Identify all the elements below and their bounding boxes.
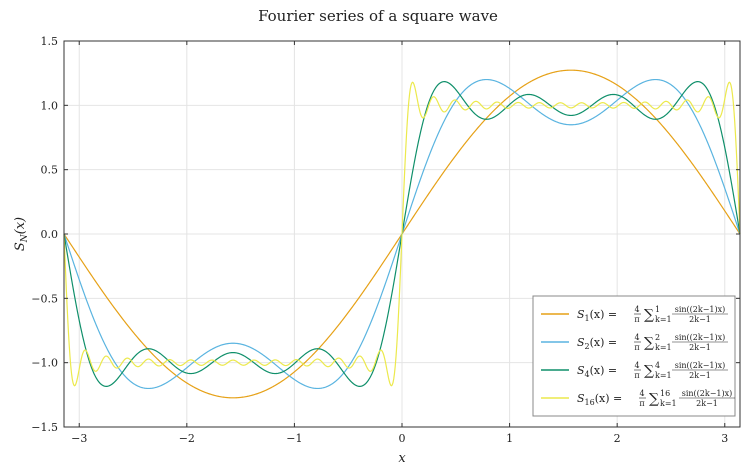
- series-group: [63, 69, 741, 399]
- legend-sum-lower: k=1: [660, 399, 677, 408]
- y-axis-label: SN(x): [13, 217, 30, 251]
- legend-term-den: 2k−1: [689, 371, 711, 380]
- legend-fraction-num: 4: [634, 305, 639, 314]
- x-tick-label: 0: [399, 432, 406, 445]
- legend-fraction-num: 4: [634, 333, 639, 342]
- legend-sum-upper: 16: [660, 389, 670, 398]
- legend-sigma: ∑: [649, 391, 659, 407]
- legend-fraction-den: π: [634, 343, 639, 352]
- legend-label: S2(x) =: [577, 336, 617, 351]
- legend-sum-lower: k=1: [655, 371, 672, 380]
- legend-label: S16(x) =: [577, 392, 622, 407]
- y-axis-label-text: SN(x): [13, 217, 30, 251]
- y-tick-label: −0.5: [31, 292, 58, 305]
- legend-sum-lower: k=1: [655, 315, 672, 324]
- legend-fraction-den: π: [639, 399, 644, 408]
- legend-entry: S16(x) = 4π ∑ 16k=1 sin((2k−1)x)2k−1: [541, 389, 735, 408]
- legend-fraction-num: 4: [634, 361, 639, 370]
- legend-fraction-num: 4: [639, 389, 644, 398]
- legend-sum-upper: 1: [655, 305, 660, 314]
- legend-sigma: ∑: [644, 363, 654, 379]
- axis-ticks: −3 −2 −1 0 1 2 3 −1.5 −1.0 −0.5 0.0 0.5 1.0 1.5: [31, 35, 740, 445]
- legend-label: S4(x) =: [577, 364, 617, 379]
- x-tick-label: 1: [506, 432, 513, 445]
- x-axis-label: x: [398, 451, 406, 466]
- legend-label: S1(x) =: [577, 308, 617, 323]
- legend-sum-lower: k=1: [655, 343, 672, 352]
- chart-title: Fourier series of a square wave: [258, 7, 498, 25]
- legend-sigma: ∑: [644, 335, 654, 351]
- legend-fraction-den: π: [634, 371, 639, 380]
- legend-sum-upper: 4: [655, 361, 660, 370]
- x-tick-label: −2: [179, 432, 195, 445]
- legend-term-den: 2k−1: [689, 343, 711, 352]
- legend-fraction-den: π: [634, 315, 639, 324]
- legend-sigma: ∑: [644, 307, 654, 323]
- y-tick-label: −1.5: [31, 421, 58, 434]
- legend-term-num: sin((2k−1)x): [682, 389, 733, 398]
- legend-term-den: 2k−1: [696, 399, 718, 408]
- legend-sum-upper: 2: [655, 333, 660, 342]
- series-line-16: [63, 81, 741, 387]
- legend-term-num: sin((2k−1)x): [675, 305, 726, 314]
- legend-term-num: sin((2k−1)x): [675, 333, 726, 342]
- x-tick-label: −1: [286, 432, 302, 445]
- y-tick-label: 1.0: [41, 99, 59, 112]
- legend-box: [532, 295, 736, 417]
- y-tick-label: 0.5: [41, 164, 59, 177]
- x-tick-label: −3: [71, 432, 87, 445]
- x-tick-label: 2: [614, 432, 621, 445]
- y-tick-label: −1.0: [31, 357, 58, 370]
- legend-term-num: sin((2k−1)x): [675, 361, 726, 370]
- legend-term-den: 2k−1: [689, 315, 711, 324]
- y-tick-label: 0.0: [41, 228, 59, 241]
- x-tick-label: 3: [721, 432, 728, 445]
- y-tick-label: 1.5: [41, 35, 59, 48]
